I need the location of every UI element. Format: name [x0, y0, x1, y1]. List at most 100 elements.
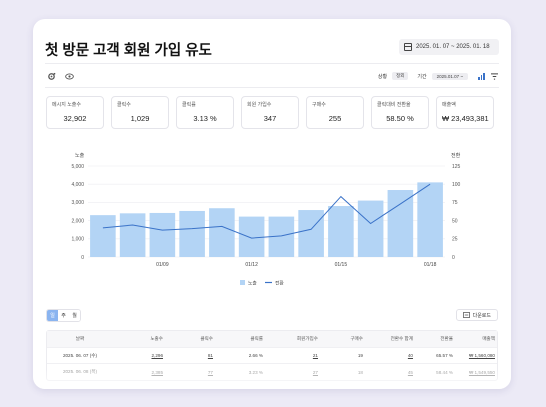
bar[interactable]: [149, 212, 176, 257]
kpi-value: 255: [328, 114, 342, 123]
period-tabs: 일 주 월: [46, 309, 81, 322]
combo-chart-svg: 노출 전환 0 1,000 2,000 3,000 4,000 5,000 0 25 50 75 1…: [71, 152, 461, 287]
period-label: 기간: [417, 73, 427, 80]
kpi-label: 클릭률: [182, 102, 196, 108]
y2-tick-label: 25: [452, 237, 458, 243]
kpi-card: 구매수 255: [306, 96, 364, 129]
y2-tick-label: 0: [452, 255, 455, 261]
x-tick-label: 01/12: [245, 262, 258, 268]
y-tick-label: 4,000: [71, 182, 84, 188]
column-header[interactable]: 날짜: [75, 336, 85, 341]
bar[interactable]: [328, 206, 354, 257]
kpi-value: 58.50 %: [386, 114, 414, 123]
y-tick-label: 5,000: [71, 164, 84, 170]
cell-link[interactable]: 21: [312, 353, 318, 358]
left-axis-title: 노출: [75, 152, 85, 159]
eye-icon[interactable]: [63, 70, 75, 82]
filter-icon[interactable]: [491, 72, 499, 80]
legend: 노출 전환: [240, 280, 284, 287]
kpi-value: 347: [263, 114, 277, 123]
bottom-fade: [33, 369, 511, 389]
date-range-picker[interactable]: 2025. 01. 07 ~ 2025. 01. 18: [399, 39, 499, 55]
right-axis-title: 전환: [451, 152, 461, 159]
column-header[interactable]: 전환율: [440, 336, 453, 341]
cell-date: 2025. 06. 07 (수): [62, 352, 98, 358]
page-title: 첫 방문 고객 회원 가입 유도: [45, 43, 212, 59]
x-tick-label: 01/15: [335, 262, 348, 268]
bar[interactable]: [90, 215, 116, 257]
cell: 2.66 %: [248, 353, 263, 358]
data-table: 날짜 노출수 클릭수 클릭률 회원가입수 구매수 전환수 합계 전환율 매출액 …: [46, 330, 498, 381]
settings-icon[interactable]: [45, 70, 57, 82]
y-tick-label: 1,000: [71, 237, 84, 243]
dashboard-card: 첫 방문 고객 회원 가입 유도 2025. 01. 07 ~ 2025. 01…: [33, 19, 511, 389]
kpi-value: 32,902: [63, 114, 87, 123]
cell: 19: [357, 353, 363, 358]
kpi-card: 회원 가입수 347: [241, 96, 299, 129]
kpi-card: 클릭대비 전환율 58.50 %: [371, 96, 429, 129]
legend-label-line: 전환: [275, 280, 284, 287]
kpi-card: 메시지 노출수 32,902: [46, 96, 104, 129]
y-tick-label: 2,000: [71, 218, 84, 224]
y-tick-label: 3,000: [71, 200, 84, 206]
series-line-conversion: [102, 183, 431, 239]
kpi-value: 1,029: [130, 114, 150, 123]
legend-label-bar: 노출: [248, 280, 257, 287]
divider: [45, 87, 499, 88]
x-tick-label: 01/18: [424, 262, 437, 268]
state-select[interactable]: 정외: [392, 72, 409, 80]
kpi-value: 3.13 %: [193, 114, 217, 123]
tab-week[interactable]: 주: [58, 310, 69, 321]
bar[interactable]: [357, 200, 384, 257]
y-tick-label: 0: [81, 255, 84, 261]
bar[interactable]: [238, 216, 265, 257]
bar[interactable]: [179, 210, 205, 257]
bar-chart-icon[interactable]: [478, 72, 486, 80]
y2-tick-label: 50: [452, 218, 458, 224]
column-header[interactable]: 클릭률: [250, 336, 263, 341]
divider: [45, 63, 499, 64]
column-header[interactable]: 전환수 합계: [390, 336, 413, 341]
toolbar: 상황 정외 기간 2025.01.07 ~: [45, 69, 499, 83]
legend-swatch-bar: [240, 280, 245, 285]
column-header[interactable]: 클릭수: [200, 336, 213, 341]
bar[interactable]: [209, 208, 235, 257]
bar[interactable]: [387, 190, 414, 257]
table-header-row: 날짜 노출수 클릭수 클릭률 회원가입수 구매수 전환수 합계 전환율 매출액: [47, 331, 497, 348]
kpi-label: 클릭대비 전환율: [377, 102, 411, 108]
download-icon: [462, 312, 470, 318]
kpi-card: 클릭수 1,029: [111, 96, 169, 129]
chart: 노출 전환 0 1,000 2,000 3,000 4,000 5,000 0 25 50 75 1…: [33, 149, 511, 291]
period-select[interactable]: 2025.01.07 ~: [431, 72, 468, 80]
table-row: 2025. 06. 07 (수) 2,296 81 2.66 % 21 19 4…: [47, 348, 497, 364]
download-label: 다운로드: [472, 312, 491, 319]
state-label: 상황: [377, 73, 388, 80]
bar[interactable]: [298, 210, 324, 257]
kpi-label: 회원 가입수: [247, 102, 272, 108]
y2-tick-label: 75: [452, 200, 458, 206]
cell-link[interactable]: 2,296: [151, 353, 164, 358]
y2-tick-label: 125: [452, 164, 461, 170]
kpi-label: 매출액: [442, 102, 456, 108]
date-range-text: 2025. 01. 07 ~ 2025. 01. 18: [416, 44, 490, 50]
kpi-label: 구매수: [312, 102, 326, 108]
column-header[interactable]: 구매수: [350, 336, 363, 341]
tab-day[interactable]: 일: [47, 310, 58, 321]
kpi-row: 메시지 노출수 32,902 클릭수 1,029 클릭률 3.13 % 회원 가입수 3…: [46, 96, 494, 129]
bar[interactable]: [119, 213, 146, 257]
cell-link[interactable]: 81: [207, 353, 213, 358]
kpi-card: 매출액 ₩ 23,493,381: [436, 96, 494, 129]
calendar-icon: [404, 43, 412, 51]
tab-month[interactable]: 월: [69, 310, 80, 321]
download-button[interactable]: 다운로드: [455, 309, 498, 321]
y2-tick-label: 100: [452, 182, 461, 188]
cell-link[interactable]: 40: [407, 353, 413, 358]
cell-link[interactable]: ₩ 1,560,080: [468, 353, 495, 358]
kpi-card: 클릭률 3.13 %: [176, 96, 234, 129]
column-header[interactable]: 회원가입수: [296, 336, 318, 341]
bar[interactable]: [417, 182, 443, 257]
kpi-label: 메시지 노출수: [52, 102, 81, 108]
column-header[interactable]: 매출액: [482, 336, 495, 341]
cell: 65.57 %: [436, 353, 453, 358]
column-header[interactable]: 노출수: [150, 336, 163, 341]
